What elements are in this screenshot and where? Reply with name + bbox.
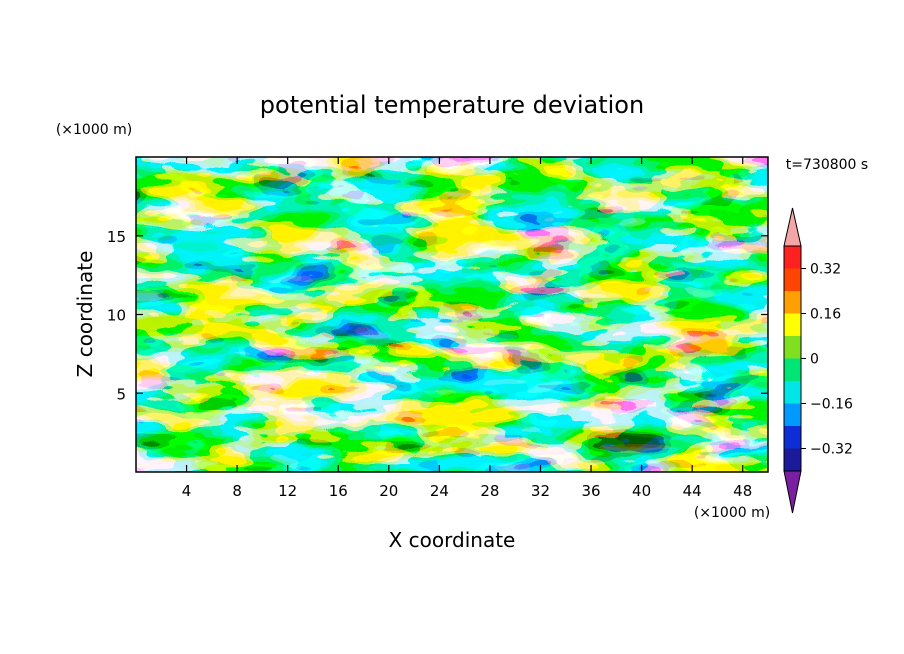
colorbar-bin bbox=[784, 426, 801, 449]
x-tick-label: 48 bbox=[733, 482, 752, 500]
x-unit-label: (×1000 m) bbox=[694, 505, 770, 521]
x-tick-label: 24 bbox=[430, 482, 449, 500]
y-tick-label: 10 bbox=[107, 307, 126, 325]
y-axis-ticks: 5 10 15 bbox=[107, 228, 768, 403]
y-tick-label: 15 bbox=[107, 228, 126, 246]
x-tick-label: 40 bbox=[632, 482, 651, 500]
colorbar-label: 0 bbox=[810, 352, 819, 368]
x-tick-label: 16 bbox=[329, 482, 348, 500]
y-tick-label: 5 bbox=[116, 385, 126, 403]
colorbar-bin bbox=[784, 246, 801, 269]
colorbar-upper-extension bbox=[783, 207, 802, 247]
colorbar-bin bbox=[784, 268, 801, 291]
chart-title: potential temperature deviation bbox=[260, 91, 644, 119]
colorbar-bin bbox=[784, 358, 801, 381]
colorbar-bin bbox=[784, 403, 801, 426]
x-tick-label: 28 bbox=[480, 482, 499, 500]
x-axis-label: X coordinate bbox=[389, 528, 516, 552]
x-axis-ticks: 4 8 12 16 20 24 28 32 36 40 44 48 bbox=[182, 157, 752, 500]
colorbar: 0.32 0.16 0 −0.16 −0.32 bbox=[783, 207, 853, 514]
x-tick-label: 20 bbox=[379, 482, 398, 500]
x-tick-label: 32 bbox=[531, 482, 550, 500]
contour-field bbox=[136, 157, 768, 472]
y-unit-label: (×1000 m) bbox=[56, 122, 132, 138]
colorbar-bin bbox=[784, 291, 801, 314]
colorbar-bin bbox=[784, 336, 801, 359]
colorbar-bin bbox=[784, 381, 801, 404]
time-label: t=730800 s bbox=[786, 157, 868, 173]
x-tick-label: 12 bbox=[278, 482, 297, 500]
colorbar-label: 0.32 bbox=[810, 262, 841, 278]
colorbar-bin bbox=[784, 313, 801, 336]
x-tick-label: 44 bbox=[683, 482, 702, 500]
colorbar-lower-extension bbox=[783, 470, 802, 514]
colorbar-label: −0.32 bbox=[810, 442, 853, 458]
x-tick-label: 4 bbox=[182, 482, 192, 500]
colorbar-bin bbox=[784, 448, 801, 471]
colorbar-label: 0.16 bbox=[810, 307, 841, 323]
plot-area bbox=[136, 157, 768, 472]
colorbar-label: −0.16 bbox=[810, 397, 853, 413]
x-tick-label: 8 bbox=[232, 482, 242, 500]
x-tick-label: 36 bbox=[581, 482, 600, 500]
y-axis-label: Z coordinate bbox=[73, 251, 97, 378]
